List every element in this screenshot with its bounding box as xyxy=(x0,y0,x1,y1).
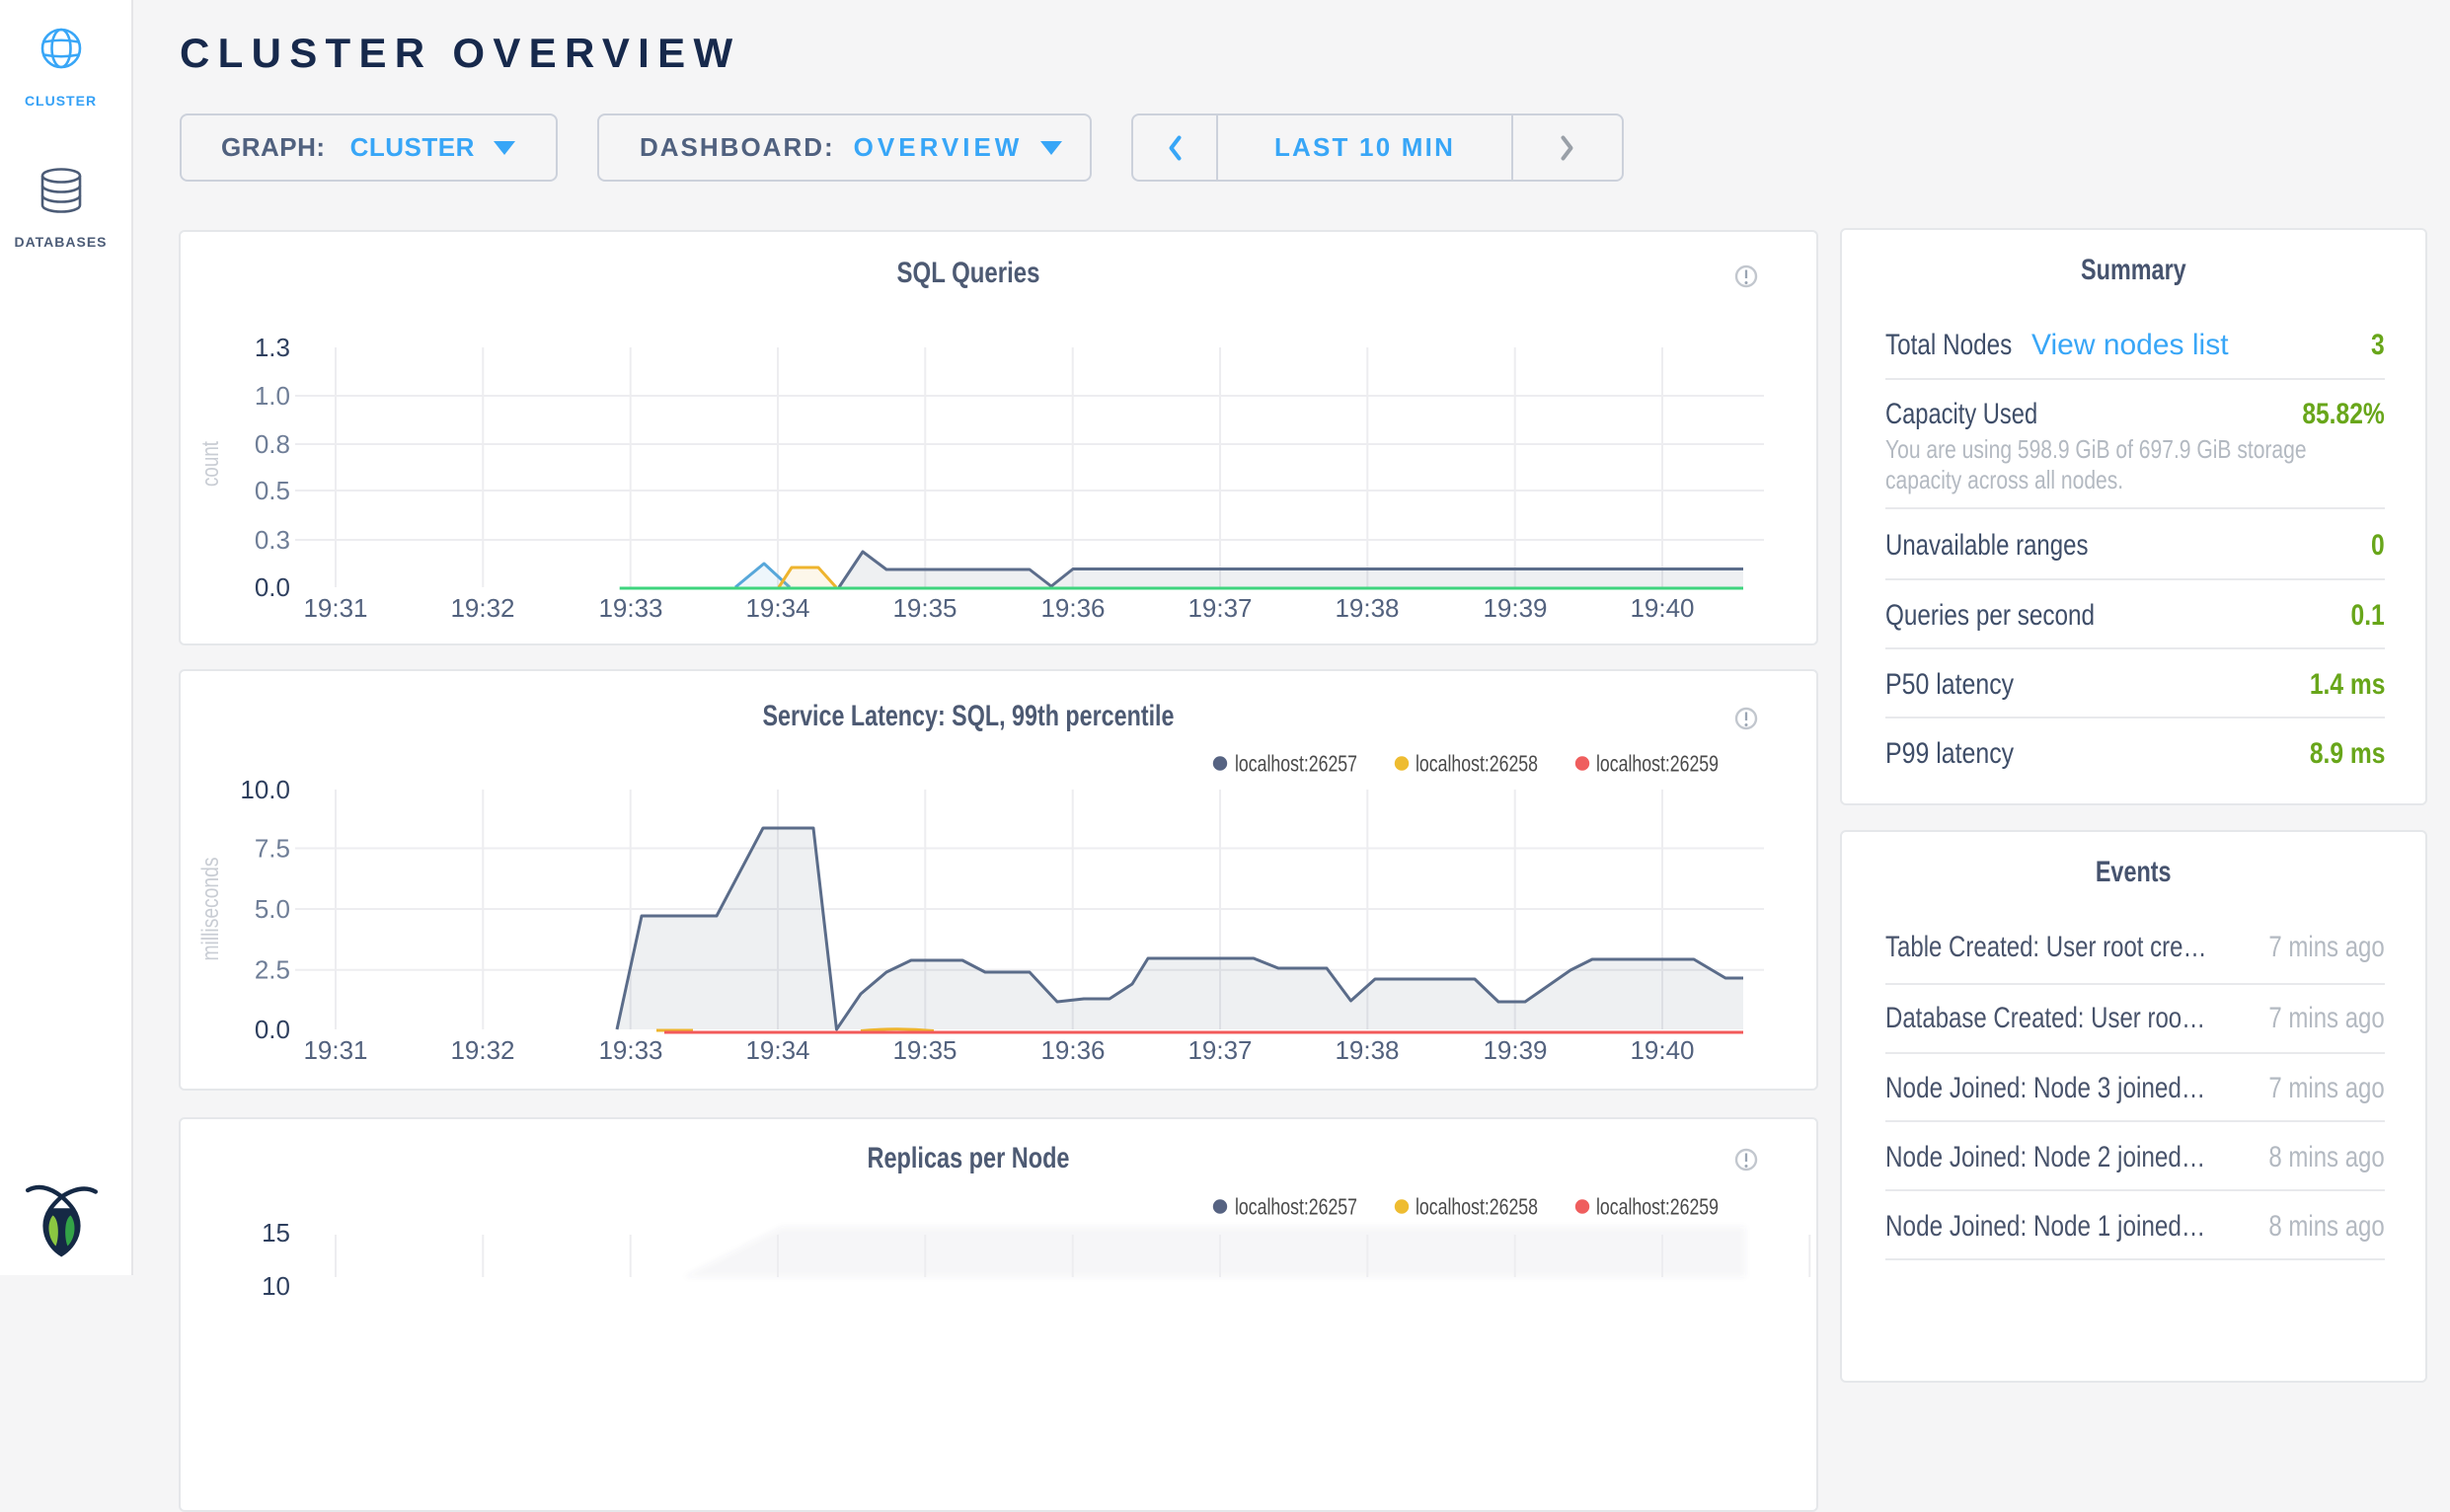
svg-text:19:40: 19:40 xyxy=(1630,1035,1694,1065)
svg-text:0.3: 0.3 xyxy=(255,525,290,555)
svg-text:19:36: 19:36 xyxy=(1040,593,1105,623)
svg-text:0.5: 0.5 xyxy=(255,476,290,505)
svg-text:15: 15 xyxy=(262,1218,290,1247)
svg-text:19:33: 19:33 xyxy=(598,593,662,623)
svg-text:localhost:26258: localhost:26258 xyxy=(1416,751,1538,777)
svg-text:1.0: 1.0 xyxy=(255,381,290,411)
svg-text:milliseconds: milliseconds xyxy=(197,858,224,961)
svg-text:19:31: 19:31 xyxy=(303,593,367,623)
svg-text:count: count xyxy=(197,441,224,487)
svg-text:1.3: 1.3 xyxy=(255,333,290,362)
svg-text:localhost:26259: localhost:26259 xyxy=(1596,751,1719,777)
svg-text:localhost:26258: localhost:26258 xyxy=(1416,1194,1538,1220)
svg-text:19:38: 19:38 xyxy=(1335,593,1399,623)
svg-text:2.5: 2.5 xyxy=(255,955,290,985)
svg-text:19:34: 19:34 xyxy=(745,593,809,623)
svg-text:localhost:26257: localhost:26257 xyxy=(1235,751,1357,777)
svg-text:19:31: 19:31 xyxy=(303,1035,367,1065)
svg-text:19:37: 19:37 xyxy=(1187,1035,1252,1065)
svg-text:19:39: 19:39 xyxy=(1483,593,1547,623)
svg-text:19:35: 19:35 xyxy=(892,1035,957,1065)
svg-text:localhost:26257: localhost:26257 xyxy=(1235,1194,1357,1220)
svg-text:SQL Queries: SQL Queries xyxy=(897,257,1040,289)
svg-text:19:37: 19:37 xyxy=(1187,593,1252,623)
svg-text:localhost:26259: localhost:26259 xyxy=(1596,1194,1719,1220)
svg-text:19:39: 19:39 xyxy=(1483,1035,1547,1065)
svg-text:10.0: 10.0 xyxy=(240,775,290,804)
svg-text:Service Latency: SQL, 99th per: Service Latency: SQL, 99th percentile xyxy=(763,700,1175,732)
svg-text:10: 10 xyxy=(262,1271,290,1301)
svg-text:19:32: 19:32 xyxy=(450,593,514,623)
svg-text:5.0: 5.0 xyxy=(255,894,290,924)
svg-text:19:40: 19:40 xyxy=(1630,593,1694,623)
svg-text:0.0: 0.0 xyxy=(255,572,290,602)
svg-text:19:34: 19:34 xyxy=(745,1035,809,1065)
svg-text:19:35: 19:35 xyxy=(892,593,957,623)
svg-text:0.0: 0.0 xyxy=(255,1015,290,1044)
svg-text:7.5: 7.5 xyxy=(255,834,290,864)
svg-text:0.8: 0.8 xyxy=(255,429,290,459)
svg-text:19:33: 19:33 xyxy=(598,1035,662,1065)
svg-text:19:32: 19:32 xyxy=(450,1035,514,1065)
svg-text:19:38: 19:38 xyxy=(1335,1035,1399,1065)
svg-text:Replicas per Node: Replicas per Node xyxy=(868,1142,1070,1174)
svg-text:19:36: 19:36 xyxy=(1040,1035,1105,1065)
